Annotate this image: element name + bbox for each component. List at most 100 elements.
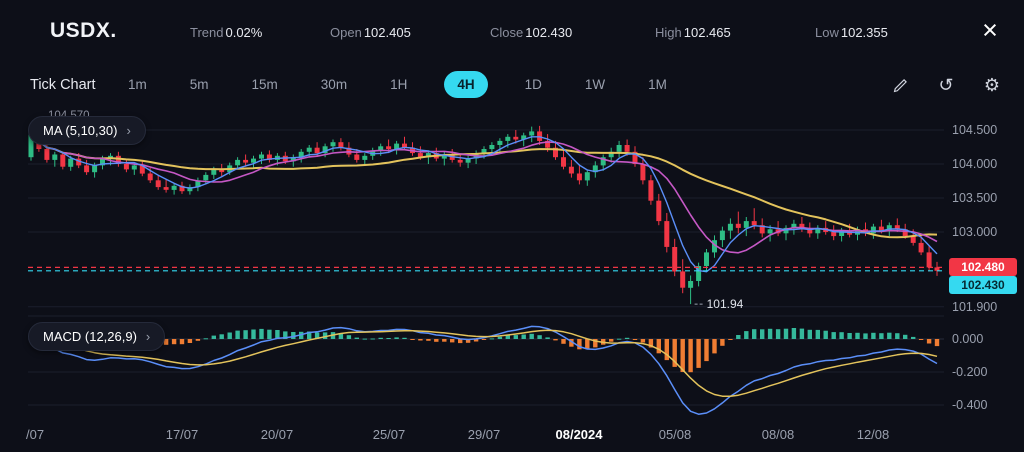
ma-indicator-pill[interactable]: MA (5,10,30) › xyxy=(28,116,146,145)
candle-body xyxy=(163,187,169,190)
stat-label: Close xyxy=(490,25,524,40)
macd-histogram-bar xyxy=(696,339,701,368)
ma-label: MA (5,10,30) xyxy=(43,123,118,138)
macd-histogram-bar xyxy=(283,331,288,339)
candle-body xyxy=(338,142,344,148)
candle-body xyxy=(934,267,940,271)
macd-histogram-bar xyxy=(219,334,224,339)
macd-histogram-bar xyxy=(624,337,630,339)
candle-body xyxy=(139,165,145,174)
stat-trend: Trend 0.02% xyxy=(190,25,262,40)
macd-histogram-bar xyxy=(322,332,328,339)
candle-body xyxy=(648,180,654,201)
timeframe-30m[interactable]: 30m xyxy=(315,71,353,98)
candle-body xyxy=(362,155,368,160)
macd-histogram-bar xyxy=(346,335,352,339)
x-axis-label: 12/08 xyxy=(856,427,890,442)
macd-histogram-bar xyxy=(458,339,463,344)
history-icon[interactable]: ↺ xyxy=(934,73,958,97)
candle-body xyxy=(743,221,749,228)
macd-histogram-bar xyxy=(688,339,693,373)
candle-body xyxy=(688,281,694,288)
macd-histogram-bar xyxy=(378,337,383,339)
candle-body xyxy=(235,159,241,166)
candle-body xyxy=(306,147,312,152)
macd-histogram-bar xyxy=(545,337,550,339)
x-axis-label: 08/2024 xyxy=(555,427,603,442)
timeframe-4h-active[interactable]: 4H xyxy=(444,71,488,98)
timeframe-5m[interactable]: 5m xyxy=(184,71,215,98)
macd-histogram-bar xyxy=(307,331,312,339)
macd-histogram-bar xyxy=(895,333,900,339)
macd-histogram-bar xyxy=(442,339,447,342)
macd-histogram-bar xyxy=(656,339,661,354)
macd-histogram-bar xyxy=(775,329,781,339)
last-price-tag-red: 102.480 xyxy=(949,258,1017,276)
header-bar: USDX. Trend 0.02% Open 102.405 Close 102.43… xyxy=(0,0,1024,64)
candle-body xyxy=(211,169,217,175)
candle-body xyxy=(680,271,686,288)
candle-body xyxy=(195,180,201,188)
candle-body xyxy=(918,242,924,253)
timeframe-15m[interactable]: 15m xyxy=(246,71,284,98)
settings-gear-icon[interactable]: ⚙ xyxy=(980,73,1004,97)
timeframe-1m-month[interactable]: 1M xyxy=(642,71,673,98)
x-axis: /07 17/07 20/07 25/07 29/07 08/2024 05/08 08/08… xyxy=(0,427,1024,449)
macd-histogram-bar xyxy=(195,339,201,341)
candle-body xyxy=(831,232,837,237)
timeframe-1h[interactable]: 1H xyxy=(384,71,413,98)
stat-value: 102.465 xyxy=(683,25,731,40)
candle-body xyxy=(839,230,845,236)
price-axis-label: 103.000 xyxy=(952,225,998,239)
macd-histogram-bar xyxy=(760,329,765,339)
stat-high: High 102.465 xyxy=(655,25,731,40)
stat-value: 102.430 xyxy=(525,25,573,40)
macd-indicator-pill[interactable]: MACD (12,26,9) › xyxy=(28,322,166,351)
macd-histogram-bar xyxy=(267,329,272,339)
candle-body xyxy=(259,154,264,159)
macd-histogram-bar xyxy=(521,334,526,339)
candle-body xyxy=(561,157,566,167)
candle-body xyxy=(910,236,916,243)
macd-histogram-bar xyxy=(839,332,844,339)
macd-histogram-bar xyxy=(402,337,407,339)
ma5-line xyxy=(30,132,938,273)
macd-histogram-bar xyxy=(243,330,248,339)
macd-histogram-bar xyxy=(926,339,932,344)
macd-histogram-bar xyxy=(855,332,860,339)
macd-histogram-bar xyxy=(934,339,940,347)
macd-histogram-bar xyxy=(616,338,622,340)
candle-body xyxy=(759,225,765,234)
tick-chart-button[interactable]: Tick Chart xyxy=(30,77,96,93)
macd-histogram-bar xyxy=(163,339,169,345)
macd-histogram-bar xyxy=(553,339,558,341)
macd-histogram-bar xyxy=(314,332,320,339)
candle-body xyxy=(457,159,463,163)
close-icon[interactable]: × xyxy=(972,12,1008,48)
macd-histogram-bar xyxy=(561,339,566,344)
macd-histogram-bar xyxy=(513,335,518,339)
timeframe-1w[interactable]: 1W xyxy=(579,71,611,98)
x-axis-label: 05/08 xyxy=(658,427,692,442)
timeframe-1m[interactable]: 1m xyxy=(122,71,153,98)
macd-histogram-bar xyxy=(354,337,359,339)
macd-histogram-bar xyxy=(187,339,193,343)
macd-histogram-bar xyxy=(410,339,415,340)
draw-icon[interactable] xyxy=(888,73,912,97)
current-price-tag-cyan: 102.430 xyxy=(949,276,1017,294)
candle-body xyxy=(656,200,662,222)
stat-close: Close 102.430 xyxy=(490,25,572,40)
macd-histogram-bar xyxy=(823,330,828,339)
macd-axis-label: -0.200 xyxy=(952,365,988,379)
timeframe-1d[interactable]: 1D xyxy=(519,71,548,98)
stat-value: 102.355 xyxy=(840,25,888,40)
macd-histogram-bar xyxy=(465,339,471,343)
candle-body xyxy=(553,147,558,158)
macd-histogram-bar xyxy=(815,329,820,339)
candle-body xyxy=(131,165,137,170)
macd-axis-label: 0.000 xyxy=(952,332,984,346)
macd-histogram-bar xyxy=(171,339,177,345)
candle-body xyxy=(481,149,487,154)
